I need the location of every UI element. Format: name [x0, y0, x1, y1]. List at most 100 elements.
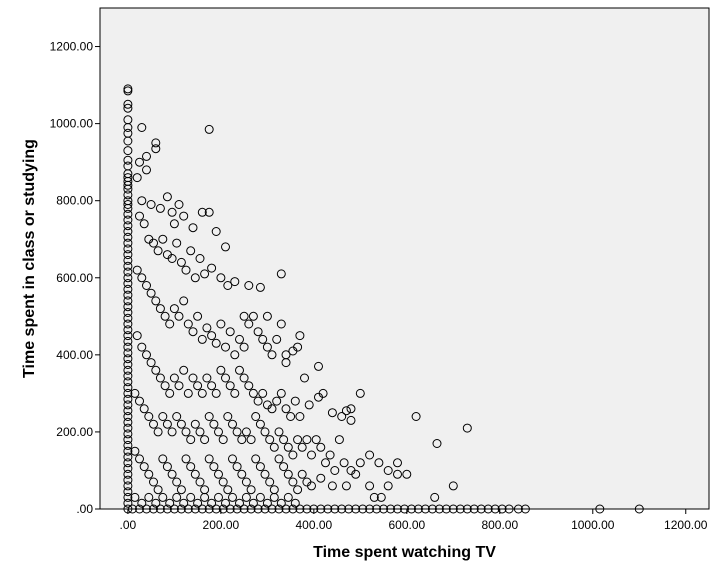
data-point: [216, 273, 226, 283]
data-point: [123, 360, 133, 369]
data-point: [176, 419, 186, 429]
data-point: [153, 246, 163, 256]
y-tick-label: 1200.00: [50, 40, 94, 54]
x-tick-label: 400.00: [295, 518, 332, 532]
data-point: [195, 254, 205, 263]
data-point: [346, 415, 356, 425]
data-point: [337, 412, 347, 421]
data-point: [248, 388, 258, 398]
data-point: [241, 427, 251, 437]
data-point: [123, 255, 133, 265]
data-point: [339, 458, 349, 468]
data-point: [239, 504, 249, 514]
data-point: [276, 498, 286, 508]
data-point: [267, 404, 277, 414]
data-point: [132, 173, 142, 183]
data-point: [374, 458, 384, 468]
data-point: [230, 350, 240, 360]
data-point: [228, 419, 237, 429]
data-point: [123, 203, 133, 213]
data-point: [221, 242, 230, 252]
data-point: [293, 342, 303, 352]
data-point: [365, 450, 375, 460]
data-point: [162, 462, 172, 472]
data-point: [225, 381, 235, 391]
data-point: [149, 419, 158, 429]
data-point: [123, 481, 133, 491]
data-point: [279, 462, 289, 472]
data-point: [302, 504, 312, 514]
data-point: [179, 211, 189, 221]
data-point: [130, 388, 140, 398]
data-point: [144, 469, 154, 479]
data-point: [513, 504, 523, 514]
data-point: [155, 304, 165, 314]
data-point: [393, 469, 402, 479]
data-point: [162, 419, 172, 429]
data-point: [151, 498, 161, 508]
data-point: [309, 504, 319, 514]
data-point: [174, 381, 184, 391]
data-point: [267, 504, 277, 514]
data-point: [142, 504, 151, 514]
data-point: [316, 504, 326, 514]
data-point: [123, 209, 133, 219]
data-point: [153, 427, 163, 437]
data-point: [262, 311, 272, 321]
data-point: [123, 267, 133, 277]
data-point: [293, 485, 303, 495]
data-point: [369, 492, 379, 502]
data-point: [123, 200, 133, 209]
data-point: [393, 504, 402, 514]
data-point: [316, 442, 326, 452]
data-point: [123, 232, 133, 242]
data-point: [462, 423, 472, 433]
data-point: [123, 308, 133, 317]
data-point: [200, 435, 210, 445]
data-point: [123, 412, 133, 421]
data-point: [197, 334, 207, 344]
data-point: [183, 388, 193, 398]
data-point: [290, 498, 300, 508]
data-point: [123, 325, 133, 335]
data-point: [334, 435, 344, 445]
data-point: [158, 492, 168, 502]
data-point: [149, 477, 158, 487]
data-point: [123, 296, 133, 306]
data-point: [283, 442, 293, 452]
data-point: [123, 221, 133, 231]
data-point: [504, 504, 514, 514]
data-point: [228, 492, 237, 502]
data-point: [341, 406, 351, 416]
data-point: [204, 124, 214, 134]
data-point: [316, 473, 326, 483]
data-point: [123, 504, 133, 514]
x-tick-label: 1200.00: [664, 518, 708, 532]
data-point: [269, 442, 279, 452]
data-point: [149, 238, 158, 248]
data-point: [323, 504, 333, 514]
data-point: [123, 284, 133, 294]
data-point: [139, 404, 149, 414]
data-point: [246, 504, 256, 514]
data-point: [307, 481, 316, 491]
data-point: [123, 180, 133, 190]
data-point: [321, 458, 330, 468]
data-point: [186, 492, 196, 502]
data-point: [253, 327, 263, 337]
data-point: [186, 435, 196, 445]
data-point: [239, 373, 249, 383]
data-point: [211, 504, 221, 514]
data-point: [386, 504, 396, 514]
data-point: [142, 151, 151, 161]
data-point: [225, 504, 235, 514]
data-point: [209, 462, 219, 472]
data-point: [165, 388, 175, 398]
data-point: [202, 323, 212, 333]
data-point: [223, 281, 233, 290]
data-point: [295, 331, 305, 341]
data-point: [293, 435, 303, 445]
data-point: [225, 327, 235, 337]
data-point: [123, 440, 133, 450]
data-point: [330, 504, 340, 514]
